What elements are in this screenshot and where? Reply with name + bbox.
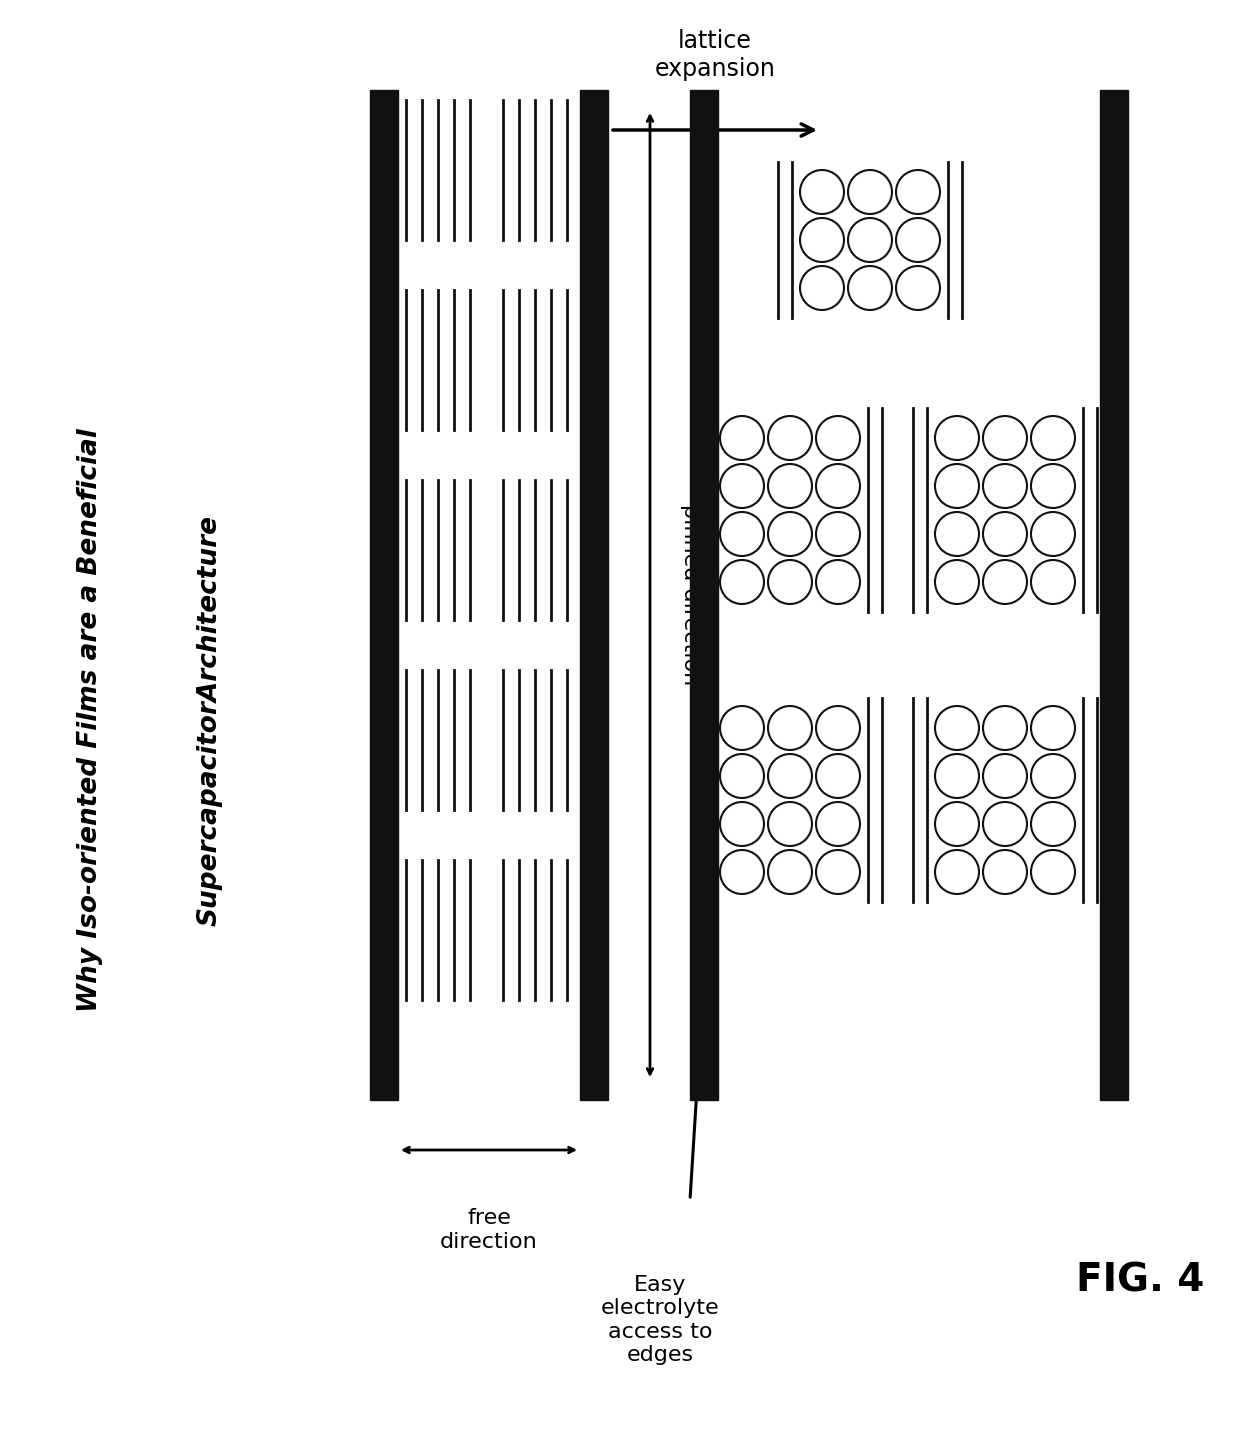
Circle shape [1030, 560, 1075, 604]
Circle shape [768, 851, 812, 894]
Circle shape [983, 801, 1027, 846]
Circle shape [768, 513, 812, 556]
Circle shape [720, 801, 764, 846]
Circle shape [816, 513, 861, 556]
Circle shape [720, 416, 764, 461]
Circle shape [768, 560, 812, 604]
Circle shape [983, 416, 1027, 461]
Circle shape [897, 170, 940, 214]
Circle shape [720, 706, 764, 749]
Circle shape [1030, 706, 1075, 749]
Bar [580, 90, 608, 1100]
Circle shape [848, 170, 892, 214]
Circle shape [1030, 416, 1075, 461]
Circle shape [897, 266, 940, 310]
Circle shape [768, 416, 812, 461]
Circle shape [816, 560, 861, 604]
Circle shape [983, 851, 1027, 894]
Circle shape [816, 464, 861, 508]
Circle shape [983, 560, 1027, 604]
Circle shape [935, 851, 980, 894]
Circle shape [935, 706, 980, 749]
Text: free
direction: free direction [440, 1209, 538, 1252]
Circle shape [768, 464, 812, 508]
Circle shape [983, 464, 1027, 508]
Text: lattice
expansion: lattice expansion [655, 29, 775, 81]
Circle shape [935, 416, 980, 461]
Circle shape [768, 706, 812, 749]
Circle shape [1030, 754, 1075, 799]
Circle shape [720, 560, 764, 604]
Circle shape [816, 754, 861, 799]
Bar [689, 90, 718, 1100]
Text: FIG. 4: FIG. 4 [1076, 1261, 1204, 1300]
Circle shape [897, 218, 940, 261]
Circle shape [983, 706, 1027, 749]
Circle shape [768, 801, 812, 846]
Circle shape [1030, 801, 1075, 846]
Circle shape [768, 754, 812, 799]
Circle shape [720, 754, 764, 799]
Text: pinned direction: pinned direction [680, 504, 701, 686]
Circle shape [816, 801, 861, 846]
Circle shape [816, 851, 861, 894]
Circle shape [935, 801, 980, 846]
Circle shape [800, 170, 844, 214]
Circle shape [1030, 513, 1075, 556]
Circle shape [935, 560, 980, 604]
Circle shape [1030, 851, 1075, 894]
Circle shape [848, 218, 892, 261]
Circle shape [983, 513, 1027, 556]
Circle shape [848, 266, 892, 310]
Circle shape [935, 513, 980, 556]
Circle shape [720, 851, 764, 894]
Text: Easy
electrolyte
access to
edges: Easy electrolyte access to edges [600, 1275, 719, 1365]
Circle shape [935, 464, 980, 508]
Bar [1100, 90, 1128, 1100]
Circle shape [816, 706, 861, 749]
Circle shape [720, 513, 764, 556]
Circle shape [935, 754, 980, 799]
Circle shape [800, 266, 844, 310]
Circle shape [1030, 464, 1075, 508]
Circle shape [800, 218, 844, 261]
Circle shape [983, 754, 1027, 799]
Text: SupercapacitorArchitecture: SupercapacitorArchitecture [197, 514, 223, 926]
Text: Why Iso-oriented Films are a Beneficial: Why Iso-oriented Films are a Beneficial [77, 427, 103, 1012]
Bar [370, 90, 398, 1100]
Circle shape [720, 464, 764, 508]
Circle shape [816, 416, 861, 461]
